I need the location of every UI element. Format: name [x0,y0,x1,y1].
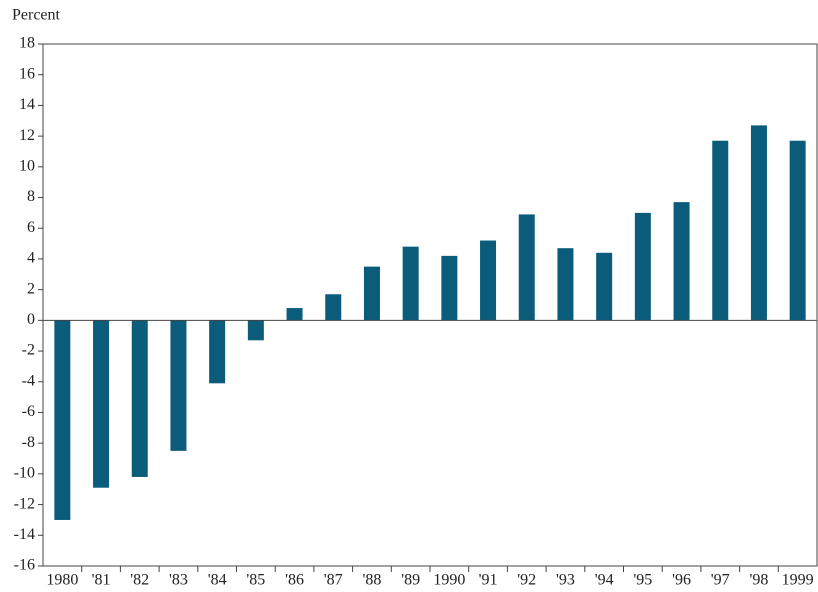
y-tick-label: 16 [19,65,35,82]
bar [750,125,767,321]
y-tick-label: -14 [14,526,35,543]
y-tick-label: -2 [22,342,35,359]
bar [363,266,380,321]
x-tick-label: '83 [169,572,188,589]
x-tick-label: '82 [130,572,149,589]
y-tick-label: -10 [14,465,35,482]
bar [557,248,574,321]
y-tick-label: -16 [14,557,35,574]
x-tick-label: '86 [285,572,304,589]
bar [789,140,806,321]
y-axis-label: Percent [12,7,61,24]
x-tick-label: '93 [556,572,575,589]
bar [712,140,729,321]
bar [247,320,264,341]
y-tick-label: 10 [19,157,35,174]
bar [325,294,342,321]
plot-frame [42,43,818,567]
x-tick-label: 1990 [433,572,465,589]
x-tick-label: '89 [401,572,420,589]
bar [170,320,187,451]
bar [518,214,535,321]
x-tick-label: '91 [479,572,498,589]
y-tick-label: 2 [27,280,35,297]
bar [480,240,497,321]
x-tick-label: '98 [750,572,769,589]
bar [286,308,303,321]
y-tick-label: -12 [14,495,35,512]
x-tick-label: '92 [517,572,536,589]
x-tick-label: '88 [363,572,382,589]
y-tick-label: 18 [19,35,35,52]
x-tick-label: '97 [711,572,730,589]
bar [441,255,458,321]
x-tick-label: '81 [92,572,111,589]
x-tick-label: '84 [208,572,227,589]
bar [673,202,690,321]
x-tick-label: 1980 [46,572,78,589]
bar [209,320,226,384]
bar [131,320,148,477]
y-tick-label: -8 [22,434,35,451]
y-tick-label: 12 [19,127,35,144]
x-tick-label: '96 [672,572,691,589]
x-tick-label: '94 [595,572,614,589]
bar [634,212,651,321]
y-tick-label: 4 [27,250,35,267]
bar [596,252,613,321]
y-tick-label: -6 [22,403,35,420]
y-tick-label: 8 [27,188,35,205]
y-tick-label: 14 [19,96,35,113]
x-tick-label: 1999 [782,572,814,589]
x-tick-label: '87 [324,572,343,589]
bar [93,320,110,488]
bar [54,320,71,520]
x-tick-label: '85 [246,572,265,589]
y-tick-label: 6 [27,219,35,236]
y-tick-label: 0 [27,311,35,328]
y-tick-label: -4 [22,372,35,389]
bar [402,246,419,321]
x-tick-label: '95 [633,572,652,589]
